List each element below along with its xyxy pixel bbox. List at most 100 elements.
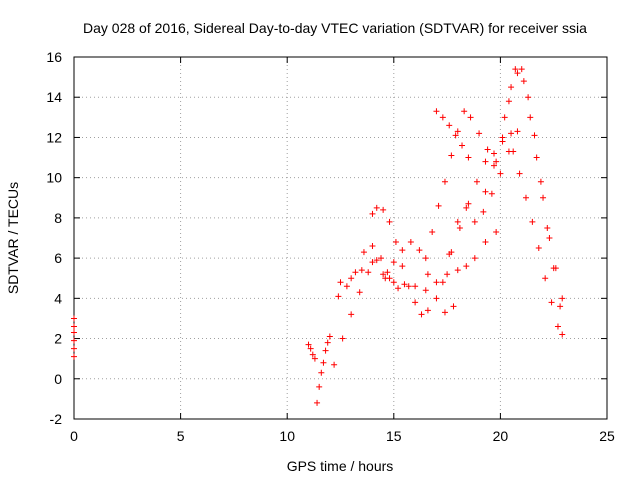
data-point [544,224,551,231]
data-point [488,190,495,197]
data-point [482,188,489,195]
data-point [390,279,397,286]
data-point [348,275,355,282]
data-point [399,247,406,254]
data-point [441,178,448,185]
data-point [71,353,77,360]
y-tick-label: 12 [46,129,62,145]
data-point [326,333,333,340]
x-tick-label: 15 [386,428,402,444]
data-point [499,134,506,141]
data-point [505,98,512,105]
data-point [71,345,77,352]
data-points [71,66,566,406]
data-point [542,275,549,282]
data-point [373,204,380,211]
data-point [435,202,442,209]
data-point [484,146,491,153]
data-point [508,84,515,91]
data-point [491,162,498,169]
data-point [454,267,461,274]
data-point [412,283,419,290]
data-point [339,335,346,342]
data-point [441,309,448,316]
data-point [348,311,355,318]
x-tick-label: 20 [493,428,509,444]
data-point [307,345,314,352]
data-point [422,255,429,262]
data-point [491,150,498,157]
data-point [369,210,376,217]
data-point [405,283,412,290]
data-point [446,122,453,129]
data-point [450,303,457,310]
data-point [356,289,363,296]
data-point [493,158,500,165]
data-point [473,178,480,185]
data-point [311,355,318,362]
data-point [559,331,566,338]
data-point [407,239,414,246]
data-point [343,283,350,290]
data-point [535,245,542,252]
data-point [412,299,419,306]
data-point [493,228,500,235]
y-axis-label: SDTVAR / TECUs [5,182,21,294]
data-point [71,323,77,330]
data-point [512,66,519,73]
grid [74,57,607,419]
data-point [382,275,389,282]
data-point [71,337,77,344]
data-point [390,259,397,266]
data-point [465,200,472,207]
data-point [320,359,327,366]
data-point [429,228,436,235]
data-point [459,142,466,149]
data-point [335,293,342,300]
data-point [380,271,387,278]
data-point [439,279,446,286]
data-point [433,295,440,302]
data-point [537,178,544,185]
data-point [514,128,521,135]
data-point [324,339,331,346]
data-point [422,287,429,294]
data-point [546,235,553,241]
data-point [482,158,489,165]
data-point [465,154,472,161]
data-point [456,224,463,231]
data-point [322,347,329,354]
y-tick-label: 2 [54,331,62,347]
data-point [527,114,534,121]
data-point [71,329,77,336]
x-tick-label: 25 [599,428,615,444]
data-point [309,351,316,358]
plot-frame [73,56,608,420]
y-tick-label: -2 [50,411,63,427]
x-tick-label: 0 [70,428,78,444]
data-point [463,204,470,211]
y-tick-label: 10 [46,170,62,186]
data-point [401,281,408,288]
data-point [392,239,399,246]
data-point [471,218,478,225]
data-point [418,311,425,318]
data-point [501,114,508,121]
data-point [476,130,483,137]
data-point [559,295,566,302]
data-point [386,218,393,225]
chart-title: Day 028 of 2016, Sidereal Day-to-day VTE… [83,20,587,36]
data-point [448,152,455,159]
y-tick-label: 6 [54,250,62,266]
data-point [467,114,474,121]
y-tick-label: 0 [54,371,62,387]
data-point [461,108,468,115]
data-point [439,114,446,121]
y-tick-label: 8 [54,210,62,226]
data-point [71,315,77,322]
axis-ticks: 0 5 10 15 20 25 -2 0 2 4 6 8 10 12 14 16 [46,49,615,444]
y-tick-label: 14 [46,89,62,105]
data-point [516,170,523,177]
data-point [380,206,387,213]
